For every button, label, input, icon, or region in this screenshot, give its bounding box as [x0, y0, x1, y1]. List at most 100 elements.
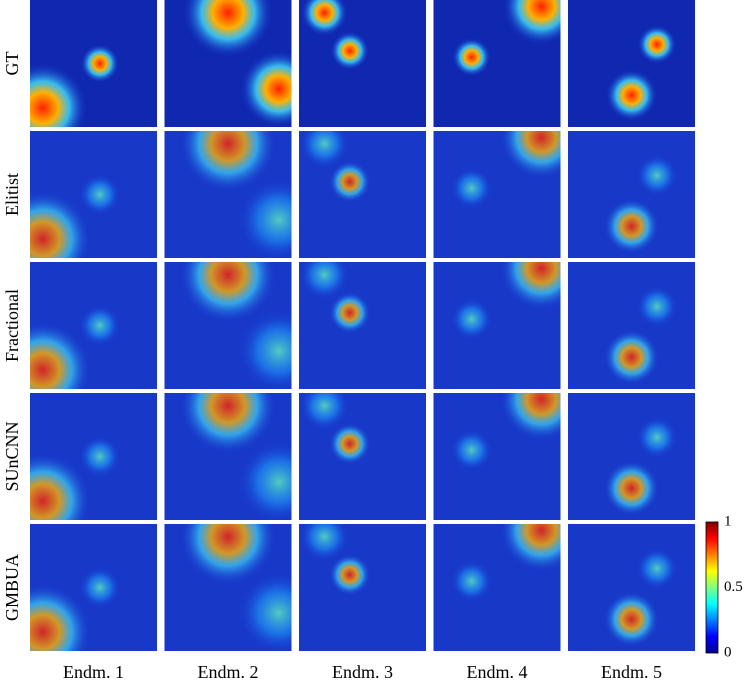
- map-blob: [236, 571, 292, 651]
- map-blob: [503, 0, 561, 45]
- map-content: [603, 416, 678, 517]
- map-content: [452, 0, 561, 77]
- map-content: [450, 262, 561, 341]
- map-tile: [164, 0, 292, 127]
- map-tile: [433, 524, 561, 651]
- map-blob: [30, 452, 92, 520]
- map-blob: [328, 291, 371, 334]
- column-label: Endm. 4: [467, 662, 528, 682]
- map-blob: [236, 178, 292, 258]
- map-blob: [30, 321, 92, 389]
- map-tile: [299, 393, 426, 520]
- map-blob: [499, 262, 561, 311]
- map-blob: [30, 63, 88, 127]
- map-blob: [236, 440, 292, 520]
- row-label: GMBUA: [2, 554, 22, 621]
- map-tile: [433, 131, 561, 258]
- column-label: Endm. 2: [198, 662, 259, 682]
- map-blob: [179, 524, 277, 586]
- map-blob: [183, 0, 273, 58]
- map-tile: [30, 262, 157, 389]
- map-content: [30, 304, 121, 389]
- map-blob: [301, 0, 348, 36]
- map-blob: [635, 547, 678, 590]
- map-content: [301, 0, 369, 70]
- map-tile: [299, 131, 426, 258]
- map-blob: [637, 25, 676, 64]
- colorbar: [705, 521, 719, 654]
- map-content: [603, 154, 678, 255]
- map-blob: [179, 393, 277, 455]
- map-tile: [30, 131, 157, 258]
- map-content: [606, 25, 676, 121]
- map-tile: [164, 524, 292, 651]
- map-blob: [236, 309, 292, 389]
- row-label: SUnCNN: [2, 421, 22, 491]
- colorbar-tick-label: 1: [724, 513, 732, 529]
- map-tile: [30, 0, 157, 127]
- map-blob: [78, 435, 121, 478]
- map-blob: [240, 50, 292, 127]
- column-label: Endm. 3: [332, 662, 393, 682]
- map-tile: [433, 262, 561, 389]
- map-blob: [179, 262, 277, 324]
- map-blob: [452, 38, 491, 77]
- map-blob: [450, 298, 493, 341]
- map-blob: [299, 131, 350, 169]
- map-content: [299, 393, 371, 465]
- map-blob: [450, 429, 493, 472]
- map-blob: [299, 393, 350, 431]
- map-blob: [78, 566, 121, 609]
- map-blob: [80, 44, 119, 83]
- map-blob: [499, 131, 561, 180]
- map-blob: [78, 173, 121, 216]
- map-blob: [603, 591, 660, 648]
- map-content: [603, 285, 678, 386]
- map-blob: [30, 190, 92, 258]
- map-content: [30, 173, 121, 258]
- map-content: [183, 0, 292, 127]
- map-content: [179, 262, 292, 389]
- map-tile: [433, 0, 561, 127]
- column-label: Endm. 1: [63, 662, 124, 682]
- map-content: [179, 393, 292, 520]
- map-blob: [603, 329, 660, 386]
- map-content: [30, 566, 121, 651]
- map-blob: [603, 198, 660, 255]
- map-tile: [164, 393, 292, 520]
- map-blob: [30, 583, 92, 651]
- map-tile: [568, 0, 695, 127]
- map-content: [450, 524, 561, 603]
- map-blob: [499, 524, 561, 573]
- map-blob: [299, 262, 350, 300]
- map-tile: [30, 524, 157, 651]
- map-blob: [603, 460, 660, 517]
- map-content: [179, 524, 292, 651]
- map-tile: [30, 393, 157, 520]
- map-tile: [568, 131, 695, 258]
- map-content: [603, 547, 678, 648]
- map-blob: [328, 160, 371, 203]
- row-label: GT: [2, 52, 22, 76]
- colorbar-tick-label: 0.5: [724, 579, 743, 595]
- map-tile: [568, 393, 695, 520]
- map-blob: [299, 524, 350, 562]
- map-tile: [164, 131, 292, 258]
- map-tile: [299, 524, 426, 651]
- row-label: Elitist: [2, 173, 22, 216]
- labels: GT Elitist Fractional SUnCNN GMBUA Endm. 1 End…: [2, 52, 743, 683]
- map-tile: [299, 262, 426, 389]
- map-blob: [635, 154, 678, 197]
- map-blob: [328, 422, 371, 465]
- map-blob: [499, 393, 561, 442]
- column-label: Endm. 5: [601, 662, 662, 682]
- map-tile: [299, 0, 426, 127]
- map-blob: [450, 167, 493, 210]
- map-blob: [635, 285, 678, 328]
- map-blob: [450, 560, 493, 603]
- map-tile: [164, 262, 292, 389]
- map-content: [450, 393, 561, 472]
- map-blob: [179, 131, 277, 193]
- colorbar-tick-label: 0: [724, 644, 732, 660]
